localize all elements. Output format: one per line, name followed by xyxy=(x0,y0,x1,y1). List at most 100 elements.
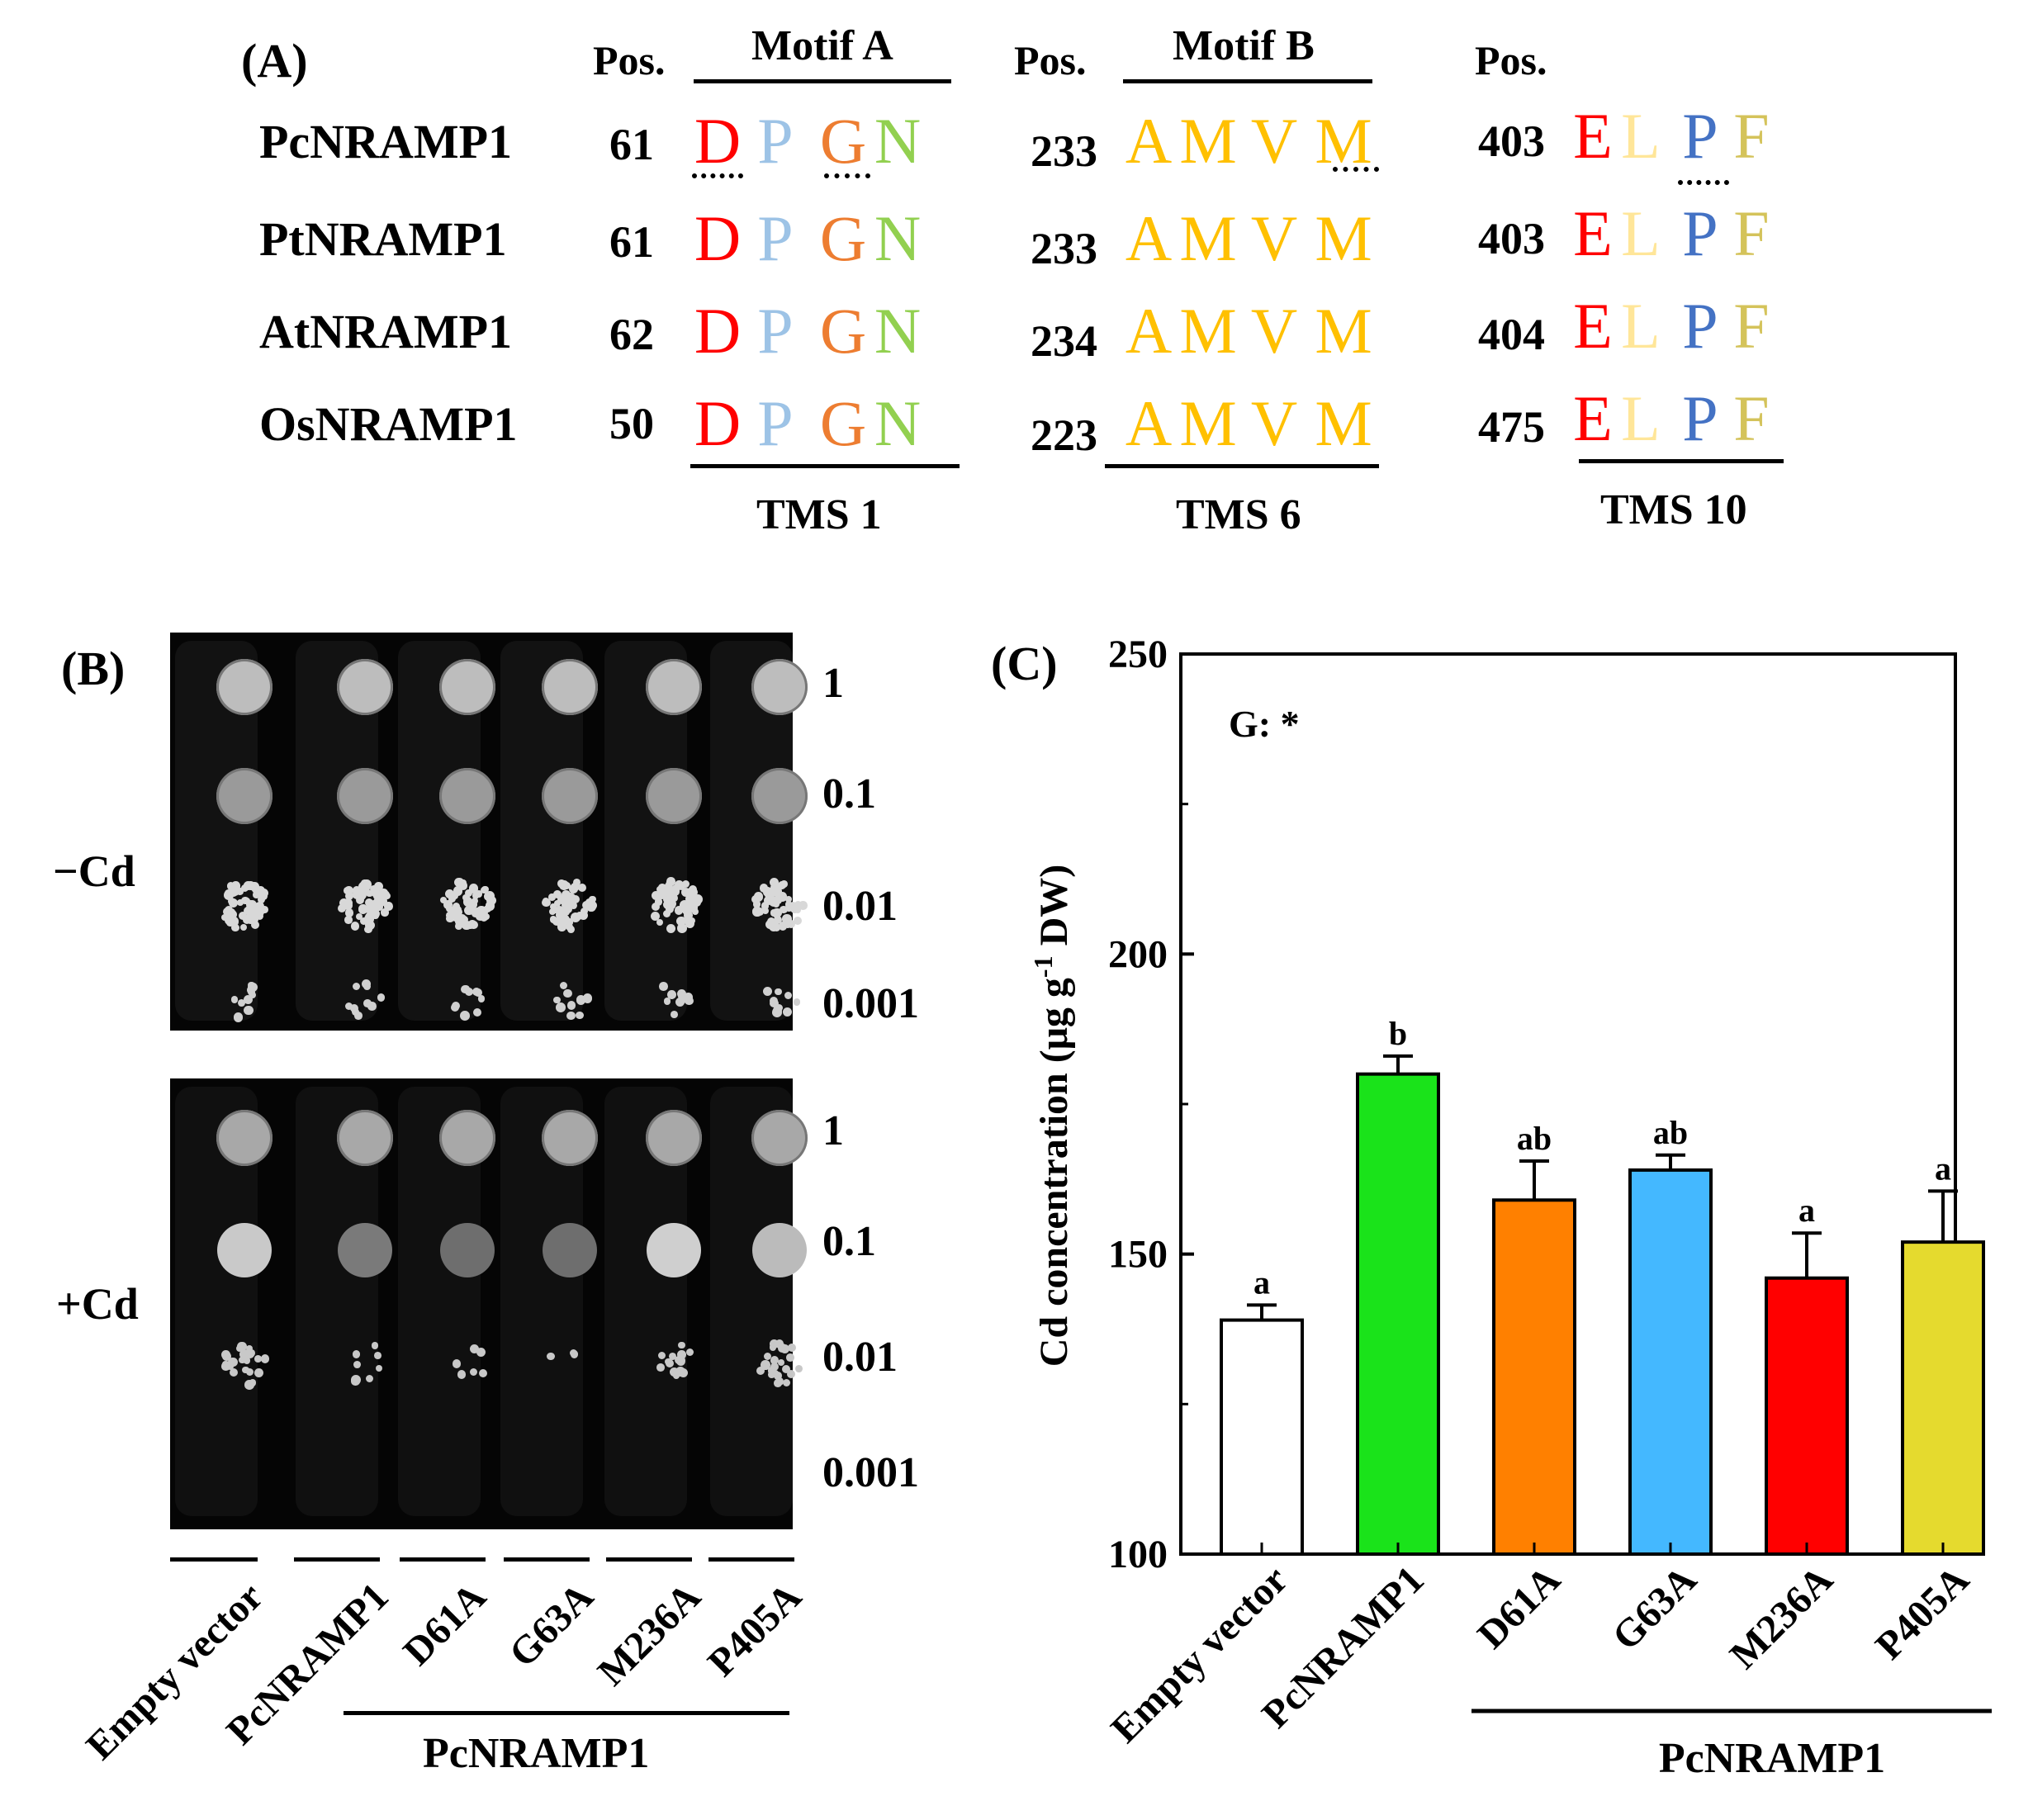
position-number: 61 xyxy=(609,120,654,169)
yeast-colony xyxy=(375,890,384,898)
x-tick-label: Empty vector xyxy=(1102,1557,1296,1751)
residue: P xyxy=(757,387,794,459)
yeast-colony xyxy=(344,885,354,896)
position-number: 475 xyxy=(1478,402,1545,452)
residue: A xyxy=(1125,295,1173,367)
yeast-colony xyxy=(782,1007,792,1017)
residue: G xyxy=(819,387,867,459)
pos-header-2: Pos. xyxy=(1014,37,1087,83)
motif-b-label: Motif B xyxy=(1173,22,1315,69)
yeast-colony xyxy=(248,981,255,989)
condition-minus-cd: −Cd xyxy=(53,846,135,896)
yeast-colony xyxy=(226,918,235,927)
residue: L xyxy=(1621,382,1661,454)
yeast-colony xyxy=(381,908,390,917)
yeast-colony xyxy=(344,891,354,900)
yeast-colony xyxy=(254,1355,262,1363)
dilution-label: 0.001 xyxy=(822,980,919,1027)
yeast-colony xyxy=(344,901,353,911)
yeast-colony xyxy=(691,908,699,916)
yeast-colony xyxy=(553,996,561,1003)
yeast-colony xyxy=(685,996,694,1006)
yeast-colony xyxy=(373,1351,381,1359)
bar xyxy=(1765,1276,1849,1556)
yeast-colony xyxy=(659,889,667,898)
yeast-colony xyxy=(470,1344,480,1354)
yeast-colony xyxy=(228,898,238,908)
residue: P xyxy=(757,202,794,274)
yeast-colony xyxy=(685,1348,694,1357)
yeast-colony xyxy=(471,910,479,918)
yeast-colony xyxy=(244,905,254,914)
yeast-colony xyxy=(576,995,586,1005)
yeast-spot-1 xyxy=(751,1110,808,1166)
yeast-colony xyxy=(787,919,796,928)
yeast-colony xyxy=(765,893,775,903)
yeast-colony xyxy=(586,902,596,912)
residue: A xyxy=(1125,387,1173,459)
yeast-colony xyxy=(368,900,379,911)
yeast-colony xyxy=(770,996,779,1005)
yeast-colony xyxy=(663,883,674,893)
plate-minus-cd xyxy=(170,633,808,1031)
residue: L xyxy=(1621,197,1661,269)
yeast-colony xyxy=(781,1364,791,1374)
yeast-colony xyxy=(462,920,472,931)
yeast-colony xyxy=(243,1005,254,1016)
yeast-colony xyxy=(769,1339,779,1349)
yeast-colony xyxy=(682,880,690,889)
significance-letter: a xyxy=(1798,1192,1815,1229)
plate-plus-cd xyxy=(170,1078,808,1529)
yeast-colony xyxy=(227,1363,235,1370)
yeast-colony xyxy=(364,912,374,922)
yeast-colony xyxy=(370,909,380,919)
species-label: AtNRAMP1 xyxy=(259,305,513,358)
yeast-colony xyxy=(352,886,361,895)
bar xyxy=(1356,1072,1440,1556)
yeast-spot-0.1 xyxy=(751,768,808,824)
yeast-colony xyxy=(481,886,489,893)
yeast-colony xyxy=(371,1342,379,1349)
yeast-colony xyxy=(454,908,462,916)
yeast-colony xyxy=(772,908,782,918)
bar xyxy=(1901,1240,1985,1556)
yeast-spot-1 xyxy=(542,659,598,715)
y-axis-label: Cd concentration (μg g-1 DW) xyxy=(1028,865,1076,1367)
yeast-colony xyxy=(674,879,684,889)
yeast-colony xyxy=(779,922,788,931)
residue: N xyxy=(874,105,922,177)
dilution-label: 0.01 xyxy=(822,883,898,930)
yeast-colony xyxy=(789,902,797,910)
residue: M xyxy=(1315,202,1372,274)
group-label-c: PcNRAMP1 xyxy=(1659,1735,1885,1782)
residue: D xyxy=(694,105,742,177)
residue: L xyxy=(1621,290,1661,362)
yeast-colony xyxy=(245,1367,254,1377)
yeast-colony xyxy=(440,896,448,904)
yeast-colony xyxy=(777,892,787,902)
dotted-mark-g63 xyxy=(824,173,870,178)
yeast-colony xyxy=(472,892,480,899)
yeast-colony xyxy=(365,898,374,908)
significance-letter: ab xyxy=(1653,1114,1688,1151)
y-tick-label: 150 xyxy=(1108,1233,1168,1277)
residue: M xyxy=(1315,295,1372,367)
yeast-colony xyxy=(766,917,775,926)
y-tick-label: 100 xyxy=(1108,1533,1168,1576)
residue: P xyxy=(757,105,794,177)
group-label-b: PcNRAMP1 xyxy=(423,1730,650,1777)
yeast-colony xyxy=(467,903,476,912)
position-number: 61 xyxy=(609,217,654,267)
yeast-spot-0.1 xyxy=(542,768,598,824)
residue: D xyxy=(694,387,742,459)
bar xyxy=(1492,1198,1576,1557)
yeast-colony xyxy=(566,918,573,926)
yeast-colony xyxy=(770,879,778,887)
yeast-colony xyxy=(659,982,668,991)
yeast-colony xyxy=(225,914,234,922)
x-tick-label: P405A xyxy=(1867,1557,1978,1668)
residue: P xyxy=(1682,382,1718,454)
yeast-colony xyxy=(663,895,671,904)
yeast-colony xyxy=(354,1012,363,1020)
